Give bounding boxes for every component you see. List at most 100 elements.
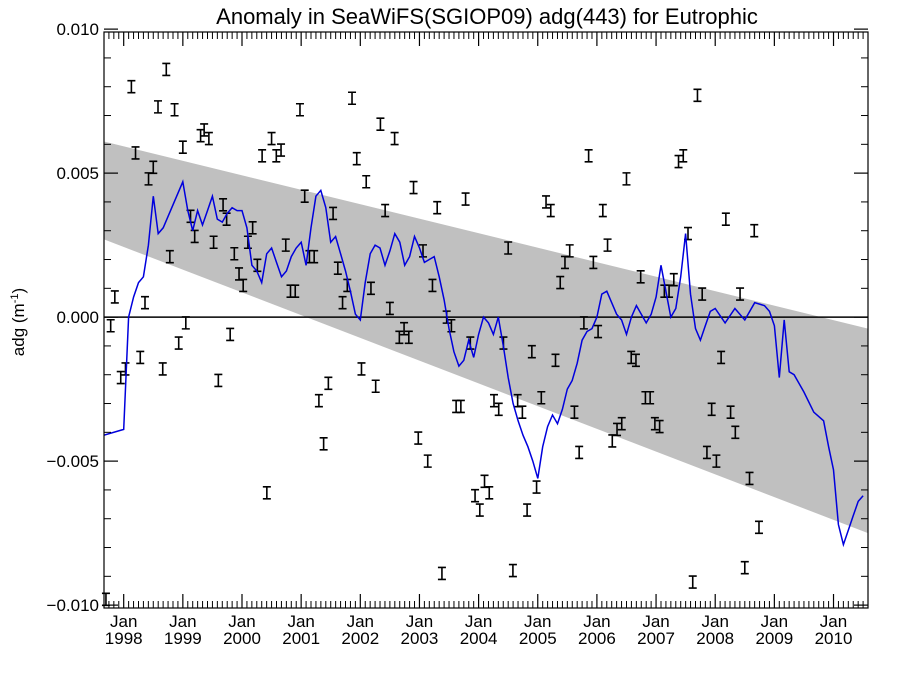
data-point bbox=[291, 284, 300, 298]
data-point bbox=[300, 189, 309, 203]
data-point bbox=[736, 287, 745, 301]
data-point bbox=[589, 255, 598, 270]
x-tick-label-year: 1998 bbox=[105, 629, 143, 648]
x-tick-label-year: 2009 bbox=[755, 629, 793, 648]
trend-confidence-band bbox=[104, 141, 868, 534]
x-tick-label-month: Jan bbox=[465, 612, 492, 631]
data-point bbox=[366, 281, 375, 296]
data-point bbox=[627, 350, 636, 365]
data-point bbox=[437, 566, 446, 581]
data-point bbox=[575, 445, 584, 460]
data-point bbox=[594, 324, 603, 339]
data-point bbox=[204, 131, 213, 146]
data-point bbox=[494, 402, 503, 417]
data-point bbox=[357, 362, 366, 376]
data-point bbox=[688, 575, 697, 589]
data-point bbox=[523, 503, 532, 517]
data-point bbox=[214, 373, 223, 388]
data-point bbox=[655, 419, 664, 434]
data-point bbox=[556, 275, 565, 290]
data-point bbox=[106, 318, 115, 333]
data-point bbox=[608, 434, 617, 448]
data-point bbox=[333, 261, 342, 275]
data-point bbox=[390, 131, 399, 146]
data-point bbox=[532, 480, 541, 494]
data-point bbox=[698, 287, 707, 301]
data-point bbox=[154, 100, 163, 114]
svg-text:adg (m-1): adg (m-1) bbox=[9, 288, 28, 356]
data-point bbox=[136, 350, 145, 365]
x-tick-label-year: 2006 bbox=[578, 629, 616, 648]
data-point bbox=[162, 62, 171, 77]
data-point bbox=[504, 241, 513, 255]
y-axis-label-close: ) bbox=[9, 288, 28, 294]
data-point bbox=[319, 437, 328, 451]
x-tick-label-month: Jan bbox=[761, 612, 788, 631]
y-axis-label-main: adg (m bbox=[9, 303, 28, 356]
data-point bbox=[721, 212, 730, 226]
x-tick-label-year: 2003 bbox=[401, 629, 439, 648]
data-point bbox=[622, 172, 631, 186]
data-point bbox=[603, 238, 612, 252]
x-tick-label-month: Jan bbox=[347, 612, 374, 631]
x-tick-label-year: 2002 bbox=[341, 629, 379, 648]
x-tick-label-month: Jan bbox=[406, 612, 433, 631]
data-point bbox=[385, 301, 394, 316]
data-point bbox=[428, 278, 437, 293]
data-point bbox=[475, 503, 484, 517]
x-tick-label-month: Jan bbox=[583, 612, 610, 631]
data-point bbox=[731, 425, 740, 440]
data-point bbox=[314, 393, 323, 408]
data-point bbox=[219, 198, 228, 212]
data-point bbox=[277, 143, 286, 157]
data-point bbox=[362, 174, 371, 189]
y-tick-label: 0.000 bbox=[56, 308, 99, 327]
x-tick-label-month: Jan bbox=[228, 612, 255, 631]
data-point bbox=[570, 405, 579, 419]
y-axis-label-superscript: -1 bbox=[9, 293, 21, 303]
data-point bbox=[239, 278, 248, 293]
chart-title: Anomaly in SeaWiFS(SGIOP09) adg(443) for… bbox=[216, 4, 758, 29]
data-point bbox=[262, 486, 271, 500]
data-point bbox=[456, 399, 465, 414]
data-point bbox=[329, 206, 338, 221]
data-point bbox=[584, 149, 593, 163]
y-tick-label: −0.010 bbox=[47, 596, 99, 615]
x-tick-label-year: 2000 bbox=[223, 629, 261, 648]
data-point bbox=[338, 295, 347, 310]
data-point bbox=[447, 318, 456, 333]
data-point bbox=[693, 88, 702, 103]
data-point bbox=[258, 149, 267, 163]
data-point bbox=[395, 330, 404, 345]
data-point bbox=[423, 454, 432, 468]
data-point bbox=[527, 344, 536, 359]
data-point bbox=[613, 422, 622, 437]
data-point bbox=[230, 246, 239, 261]
data-point bbox=[149, 160, 158, 175]
y-axis-label: adg (m-1) bbox=[9, 288, 28, 356]
x-tick-label-month: Jan bbox=[702, 612, 729, 631]
data-point bbox=[452, 399, 461, 414]
data-point bbox=[178, 140, 187, 154]
y-tick-label: 0.005 bbox=[56, 164, 99, 183]
data-point bbox=[131, 146, 140, 160]
x-tick-label-month: Jan bbox=[287, 612, 314, 631]
data-point bbox=[646, 390, 655, 405]
data-point bbox=[170, 102, 179, 117]
x-tick-label-month: Jan bbox=[642, 612, 669, 631]
data-point bbox=[376, 117, 385, 131]
data-point bbox=[404, 330, 413, 345]
data-point bbox=[267, 131, 276, 146]
x-tick-label-month: Jan bbox=[524, 612, 551, 631]
x-tick-label-month: Jan bbox=[110, 612, 137, 631]
data-point bbox=[712, 454, 721, 468]
data-point bbox=[248, 221, 257, 235]
x-tick-label-year: 2007 bbox=[637, 629, 675, 648]
data-point bbox=[310, 249, 319, 264]
data-point bbox=[669, 272, 678, 287]
data-point bbox=[537, 390, 546, 405]
data-point bbox=[679, 149, 688, 163]
data-point bbox=[400, 321, 409, 336]
data-point bbox=[750, 223, 759, 238]
